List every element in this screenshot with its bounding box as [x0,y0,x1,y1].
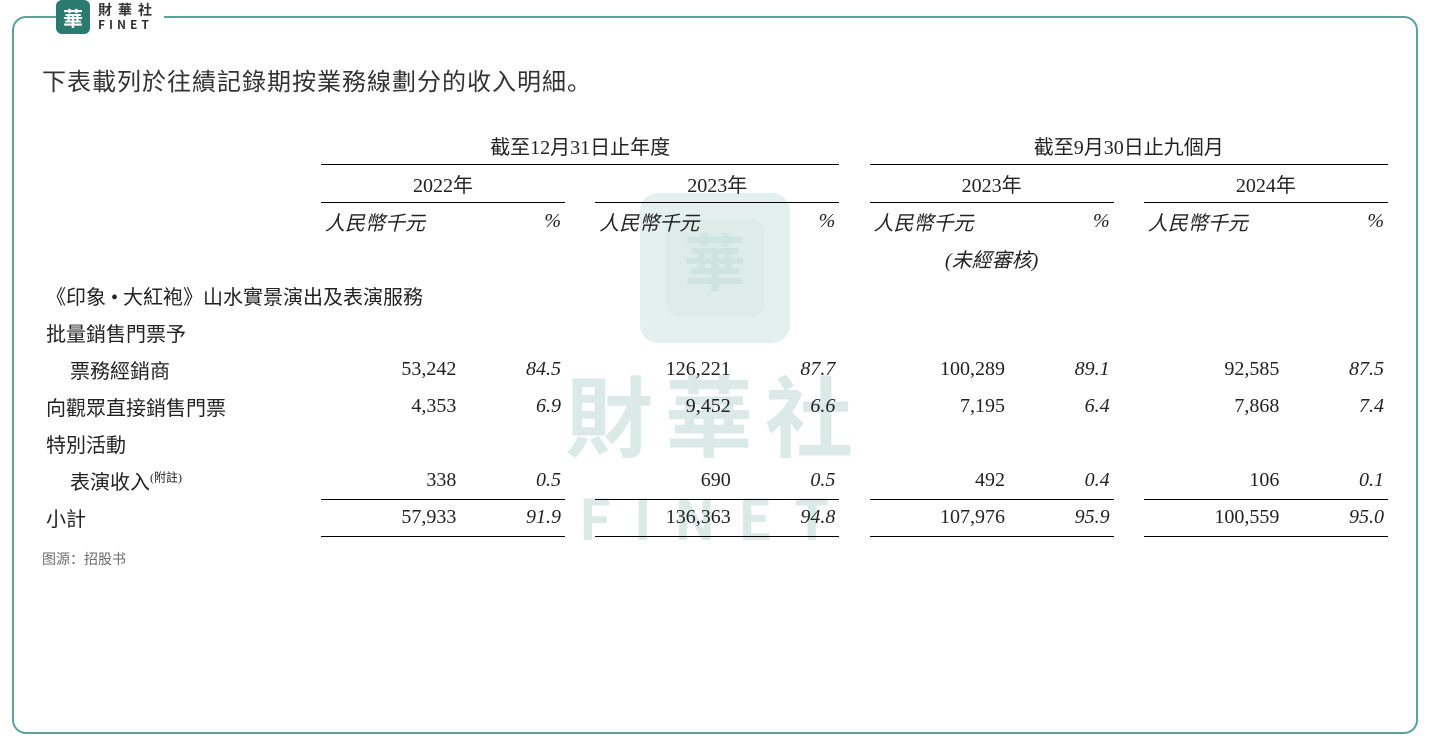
brand-logo-icon: 華 [56,0,90,34]
table-row: 特別活動 [42,425,1388,462]
brand-logo: 華 財華社 FINET [56,0,164,34]
cell-percent: 87.7 [735,351,840,388]
row-label: 批量銷售門票予 [42,314,321,351]
cell-percent: 95.0 [1283,499,1388,536]
unit-currency: 人民幣千元 [870,203,1009,241]
row-label: 特別活動 [42,425,321,462]
brand-logo-text: 財華社 FINET [98,3,158,32]
cell-percent: 0.5 [460,462,565,499]
unit-percent: % [1283,203,1388,241]
cell-percent: 91.9 [460,499,565,536]
row-label: 票務經銷商 [42,351,321,388]
cell-value: 690 [595,462,734,499]
cell-percent: 6.6 [735,388,840,425]
cell-value: 106 [1144,462,1283,499]
revenue-breakdown-table: 截至12月31日止年度 截至9月30日止九個月 2022年 2023年 2023… [42,127,1388,537]
row-label: 表演收入(附註) [42,462,321,499]
cell-value: 492 [870,462,1009,499]
cell-value: 7,868 [1144,388,1283,425]
table-row: 票務經銷商 53,242 84.5 126,221 87.7 100,289 8… [42,351,1388,388]
row-label-text: 表演收入 [70,472,150,494]
table-row: 《印象 • 大紅袍》山水實景演出及表演服務 [42,277,1388,314]
cell-percent: 0.1 [1283,462,1388,499]
cell-value: 9,452 [595,388,734,425]
cell-percent: 0.4 [1009,462,1114,499]
period-header-nine-month: 截至9月30日止九個月 [870,127,1388,165]
subtotal-label: 小計 [42,499,321,536]
cell-value: 92,585 [1144,351,1283,388]
intro-paragraph: 下表載列於往績記錄期按業務線劃分的收入明細。 [42,62,1388,97]
cell-percent: 87.5 [1283,351,1388,388]
table-row: 向觀眾直接銷售門票 4,353 6.9 9,452 6.6 7,195 6.4 … [42,388,1388,425]
cell-value: 57,933 [321,499,460,536]
cell-percent: 6.4 [1009,388,1114,425]
brand-logo-glyph: 華 [63,3,83,32]
cell-value: 4,353 [321,388,460,425]
cell-value: 107,976 [870,499,1009,536]
year-header-9m23: 2023年 [870,165,1114,203]
cell-value: 100,289 [870,351,1009,388]
unaudited-note: (未經審核) [870,240,1114,277]
table-row: 截至12月31日止年度 截至9月30日止九個月 [42,127,1388,165]
cell-percent: 94.8 [735,499,840,536]
cell-percent: 6.9 [460,388,565,425]
cell-percent: 0.5 [735,462,840,499]
year-header-9m24: 2024年 [1144,165,1388,203]
cell-value: 100,559 [1144,499,1283,536]
year-header-fy23: 2023年 [595,165,839,203]
brand-name-en: FINET [98,18,158,31]
cell-value: 53,242 [321,351,460,388]
row-label-note: (附註) [150,470,182,484]
cell-percent: 95.9 [1009,499,1114,536]
unit-currency: 人民幣千元 [1144,203,1283,241]
cell-percent: 84.5 [460,351,565,388]
table-row: 表演收入(附註) 338 0.5 690 0.5 492 0.4 106 0.1 [42,462,1388,499]
cell-value: 338 [321,462,460,499]
unit-percent: % [460,203,565,241]
section-header: 《印象 • 大紅袍》山水實景演出及表演服務 [42,277,1388,314]
unit-percent: % [735,203,840,241]
cell-value: 7,195 [870,388,1009,425]
period-header-full-year: 截至12月31日止年度 [321,127,839,165]
cell-value: 126,221 [595,351,734,388]
table-row: 批量銷售門票予 [42,314,1388,351]
cell-value: 136,363 [595,499,734,536]
table-row: (未經審核) [42,240,1388,277]
cell-percent: 7.4 [1283,388,1388,425]
table-row: 小計 57,933 91.9 136,363 94.8 107,976 95.9… [42,499,1388,536]
row-label: 向觀眾直接銷售門票 [42,388,321,425]
table-row: 人民幣千元 % 人民幣千元 % 人民幣千元 % 人民幣千元 % [42,203,1388,241]
cell-percent: 89.1 [1009,351,1114,388]
unit-percent: % [1009,203,1114,241]
year-header-fy22: 2022年 [321,165,565,203]
unit-currency: 人民幣千元 [321,203,460,241]
content-frame: 華 財華社 FINET 下表載列於往績記錄期按業務線劃分的收入明細。 截至12月… [12,16,1418,734]
unit-currency: 人民幣千元 [595,203,734,241]
table-row: 2022年 2023年 2023年 2024年 [42,165,1388,203]
image-source-note: 图源：招股书 [42,549,1388,569]
